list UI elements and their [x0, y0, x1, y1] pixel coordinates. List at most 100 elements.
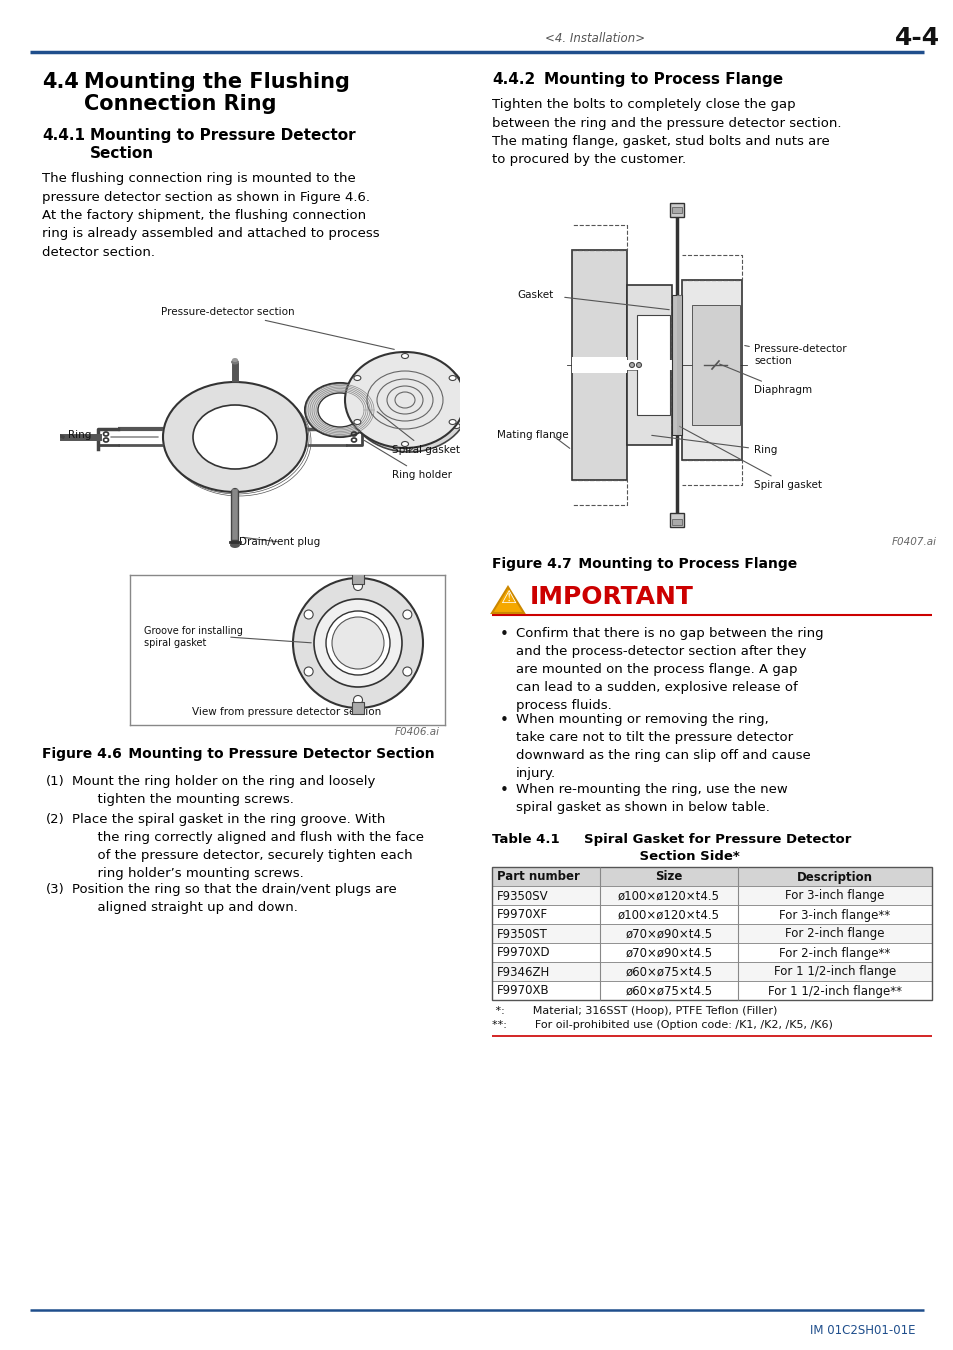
Polygon shape — [492, 587, 523, 613]
Bar — [669, 202, 683, 217]
Ellipse shape — [405, 358, 412, 363]
Text: *:        Material; 316SST (Hoop), PTFE Teflon (Filler): *: Material; 316SST (Hoop), PTFE Teflon … — [492, 1006, 777, 1017]
Text: Table 4.1: Table 4.1 — [492, 833, 559, 846]
Ellipse shape — [354, 375, 360, 381]
Ellipse shape — [349, 356, 469, 452]
Ellipse shape — [163, 382, 307, 491]
Text: (2): (2) — [46, 813, 65, 826]
Bar — [671, 296, 681, 435]
Ellipse shape — [357, 379, 364, 385]
Text: Ring: Ring — [68, 431, 91, 440]
Text: IMPORTANT: IMPORTANT — [530, 585, 693, 609]
Text: 4.4: 4.4 — [42, 72, 79, 92]
Text: Groove for installing
spiral gasket: Groove for installing spiral gasket — [144, 626, 243, 648]
Text: •: • — [499, 783, 508, 798]
Text: Pressure-detector
section: Pressure-detector section — [753, 344, 845, 366]
Ellipse shape — [401, 441, 408, 447]
Text: For 3-inch flange**: For 3-inch flange** — [779, 909, 890, 922]
Text: ø70×ø90×t4.5: ø70×ø90×t4.5 — [625, 927, 712, 941]
Bar — [492, 867, 931, 886]
Bar — [626, 360, 671, 370]
Text: Mounting to Pressure Detector: Mounting to Pressure Detector — [90, 128, 355, 143]
Text: When re-mounting the ring, use the new
spiral gasket as shown in below table.: When re-mounting the ring, use the new s… — [516, 783, 787, 814]
Text: Diaphragm: Diaphragm — [719, 364, 811, 396]
Text: Part number: Part number — [497, 871, 579, 883]
Ellipse shape — [304, 610, 313, 620]
Text: F9970XD: F9970XD — [497, 946, 550, 960]
Text: Spiral gasket: Spiral gasket — [376, 412, 459, 455]
Ellipse shape — [405, 446, 412, 451]
Ellipse shape — [402, 667, 412, 676]
Bar — [671, 207, 681, 213]
Ellipse shape — [636, 363, 640, 367]
Text: F0407.ai: F0407.ai — [891, 537, 936, 547]
Ellipse shape — [629, 363, 634, 367]
Text: Mating flange: Mating flange — [497, 431, 568, 440]
Bar — [669, 513, 683, 526]
Text: F0406.ai: F0406.ai — [395, 728, 439, 737]
Text: Mounting to Process Flange: Mounting to Process Flange — [543, 72, 782, 86]
Ellipse shape — [449, 375, 456, 381]
Ellipse shape — [402, 610, 412, 620]
Text: (3): (3) — [46, 883, 65, 896]
Text: The flushing connection ring is mounted to the
pressure detector section as show: The flushing connection ring is mounted … — [42, 171, 379, 259]
Text: For 1 1/2-inch flange**: For 1 1/2-inch flange** — [767, 984, 901, 998]
Text: Gasket: Gasket — [517, 290, 553, 300]
Text: Confirm that there is no gap between the ring
and the process-detector section a: Confirm that there is no gap between the… — [516, 626, 822, 711]
Ellipse shape — [354, 420, 360, 424]
Bar — [492, 944, 931, 963]
Ellipse shape — [314, 599, 401, 687]
Text: Mount the ring holder on the ring and loosely
      tighten the mounting screws.: Mount the ring holder on the ring and lo… — [71, 775, 375, 806]
Bar — [492, 923, 931, 944]
Bar — [492, 963, 931, 981]
Text: Connection Ring: Connection Ring — [84, 95, 276, 113]
Text: Drain/vent plug: Drain/vent plug — [239, 537, 320, 547]
Text: F9970XB: F9970XB — [497, 984, 549, 998]
Text: F9346ZH: F9346ZH — [497, 965, 550, 979]
Text: Tighten the bolts to completely close the gap
between the ring and the pressure : Tighten the bolts to completely close th… — [492, 99, 841, 166]
Ellipse shape — [230, 541, 240, 548]
Text: For 2-inch flange**: For 2-inch flange** — [779, 946, 890, 960]
Ellipse shape — [345, 352, 464, 448]
Ellipse shape — [305, 383, 375, 437]
Text: When mounting or removing the ring,
take care not to tilt the pressure detector
: When mounting or removing the ring, take… — [516, 713, 810, 780]
Text: Section: Section — [90, 146, 154, 161]
Bar — [671, 518, 681, 525]
Bar — [492, 886, 931, 904]
Text: (1): (1) — [46, 775, 65, 788]
Text: •: • — [499, 713, 508, 728]
Text: IM 01C2SH01-01E: IM 01C2SH01-01E — [810, 1324, 915, 1336]
Bar — [626, 285, 671, 446]
Text: Ring holder: Ring holder — [364, 440, 452, 481]
Ellipse shape — [326, 612, 390, 675]
Bar — [691, 305, 740, 425]
Text: 4.4.2: 4.4.2 — [492, 72, 535, 86]
Text: F9970XF: F9970XF — [497, 909, 548, 922]
Text: For 3-inch flange: For 3-inch flange — [784, 890, 883, 903]
Ellipse shape — [453, 424, 459, 428]
Ellipse shape — [401, 354, 408, 359]
Ellipse shape — [293, 578, 422, 707]
Text: Figure 4.7: Figure 4.7 — [492, 558, 571, 571]
Text: F9350SV: F9350SV — [497, 890, 548, 903]
Ellipse shape — [232, 358, 237, 362]
Text: Pressure-detector section: Pressure-detector section — [161, 306, 394, 350]
Text: ø60×ø75×t4.5: ø60×ø75×t4.5 — [625, 965, 712, 979]
Text: ø70×ø90×t4.5: ø70×ø90×t4.5 — [625, 946, 712, 960]
Text: •: • — [499, 626, 508, 643]
Ellipse shape — [332, 617, 384, 670]
Text: ø60×ø75×t4.5: ø60×ø75×t4.5 — [625, 984, 712, 998]
Bar — [492, 867, 931, 1000]
Ellipse shape — [453, 379, 459, 385]
Text: F9350ST: F9350ST — [497, 927, 547, 941]
Text: Size: Size — [655, 871, 682, 883]
Text: Mounting to Process Flange: Mounting to Process Flange — [554, 558, 797, 571]
Bar — [352, 572, 364, 585]
Bar — [637, 315, 669, 414]
Text: For 1 1/2-inch flange: For 1 1/2-inch flange — [773, 965, 895, 979]
Text: Mounting to Pressure Detector Section: Mounting to Pressure Detector Section — [104, 747, 435, 761]
Ellipse shape — [193, 405, 276, 468]
Ellipse shape — [304, 667, 313, 676]
Text: View from pressure detector section: View from pressure detector section — [193, 707, 381, 717]
Bar — [572, 356, 626, 373]
